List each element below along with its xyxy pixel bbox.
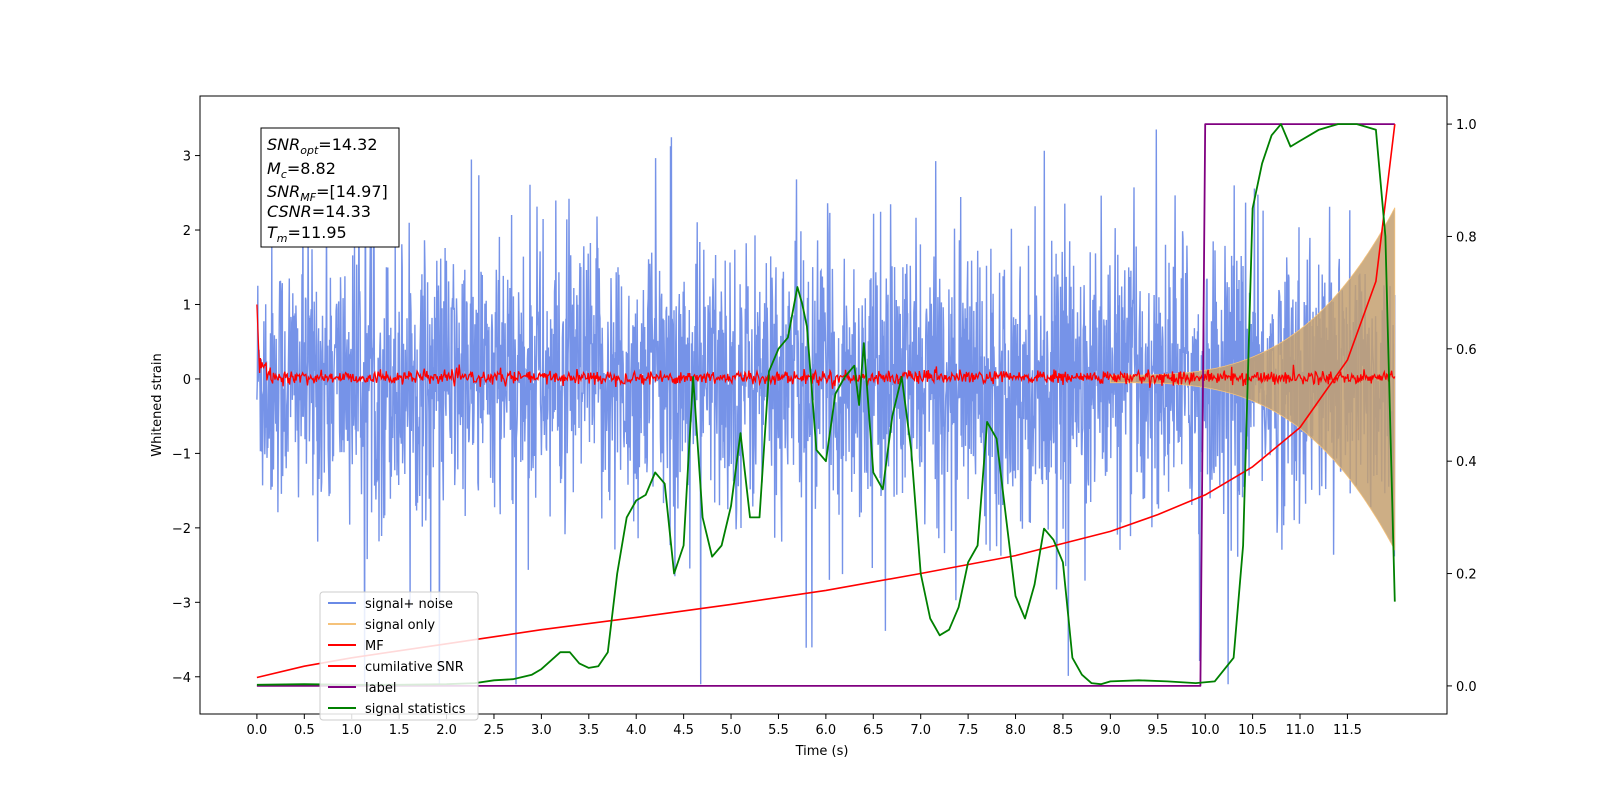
y-tick-label-5: −2: [172, 522, 191, 537]
annotation-snr-mf: SNRMF=[14.97]: [267, 182, 388, 204]
x-tick-label-23: 11.5: [1333, 723, 1362, 738]
x-tick-label-8: 4.0: [626, 723, 647, 738]
legend-label-csnr: cumilative SNR: [365, 660, 464, 675]
x-tick-label-14: 7.0: [910, 723, 931, 738]
x-tick-label-7: 3.5: [578, 723, 599, 738]
y-tick-label-4: −1: [172, 447, 191, 462]
x-tick-label-15: 7.5: [958, 723, 979, 738]
x-tick-label-0: 0.0: [247, 723, 268, 738]
axes-frame: [199, 95, 1448, 715]
x-tick-label-18: 9.0: [1100, 723, 1121, 738]
legend-frame: [319, 591, 479, 721]
series-label: [256, 123, 1395, 687]
y-axis-left: 3 2 1 0 −1 −2 −3 −4: [172, 150, 200, 686]
y-tick-label-1: 2: [183, 224, 191, 239]
annotation-csnr: CSNR=14.33: [267, 202, 371, 221]
annotation-tm: Tm=11.95: [267, 223, 347, 245]
legend-label-signal-only: signal only: [365, 618, 435, 633]
x-tick-label-21: 10.5: [1238, 723, 1267, 738]
x-tick-label-13: 6.5: [863, 723, 884, 738]
y2-tick-label-0: 1.0: [1456, 118, 1477, 133]
x-tick-label-17: 8.5: [1053, 723, 1074, 738]
x-tick-label-9: 4.5: [673, 723, 694, 738]
x-tick-label-1: 0.5: [294, 723, 315, 738]
x-tick-label-4: 2.0: [436, 723, 457, 738]
x-tick-label-5: 2.5: [484, 723, 505, 738]
legend: signal+ noise signal only MF cumilative …: [319, 591, 479, 721]
y-axis-right: 1.0 0.8 0.6 0.4 0.2 0.0: [1447, 118, 1477, 695]
x-tick-label-2: 1.0: [341, 723, 362, 738]
series-statistics: [256, 123, 1396, 686]
y-tick-label-6: −3: [172, 596, 191, 611]
series-signal-noise: [256, 129, 1396, 685]
annotation-box: SNRopt=14.32 Mc=8.82 SNRMF=[14.97] CSNR=…: [260, 127, 400, 248]
annotation-snr-opt: SNRopt=14.32: [267, 135, 378, 157]
x-tick-label-12: 6.0: [816, 723, 837, 738]
y-tick-label-3: 0: [183, 373, 191, 388]
x-tick-label-16: 8.0: [1005, 723, 1026, 738]
x-tick-label-19: 9.5: [1147, 723, 1168, 738]
y2-tick-label-3: 0.4: [1456, 455, 1477, 470]
x-tick-label-22: 11.0: [1286, 723, 1315, 738]
x-tick-label-11: 5.5: [768, 723, 789, 738]
y2-tick-label-2: 0.6: [1456, 343, 1477, 358]
x-tick-label-6: 3.0: [531, 723, 552, 738]
y-tick-label-7: −4: [172, 671, 191, 686]
x-axis-label: Time (s): [795, 744, 849, 759]
plot-area: [256, 123, 1396, 687]
legend-label-statistics: signal statistics: [365, 702, 466, 717]
x-tick-label-10: 5.0: [721, 723, 742, 738]
legend-label-mf: MF: [365, 639, 384, 654]
y2-tick-label-1: 0.8: [1456, 230, 1477, 245]
series-mf: [256, 304, 1396, 389]
annotation-frame: [260, 127, 400, 248]
legend-label-label: label: [365, 681, 396, 696]
x-tick-label-20: 10.0: [1191, 723, 1220, 738]
y-tick-label-2: 1: [183, 298, 191, 313]
legend-label-signal-noise: signal+ noise: [365, 597, 453, 612]
y-axis-label: Whitened strain: [150, 353, 165, 456]
y2-tick-label-4: 0.2: [1456, 568, 1477, 583]
y2-tick-label-5: 0.0: [1456, 680, 1477, 695]
x-tick-label-3: 1.5: [389, 723, 410, 738]
series-signal-only: [1110, 207, 1396, 551]
annotation-mc: Mc=8.82: [267, 159, 336, 181]
x-axis: 0.0 0.5 1.0 1.5 2.0 2.5 3.0 3.5 4.0 4.5 5.0 5.5 6.0 6…: [247, 714, 1362, 738]
y-tick-label-0: 3: [183, 150, 191, 165]
